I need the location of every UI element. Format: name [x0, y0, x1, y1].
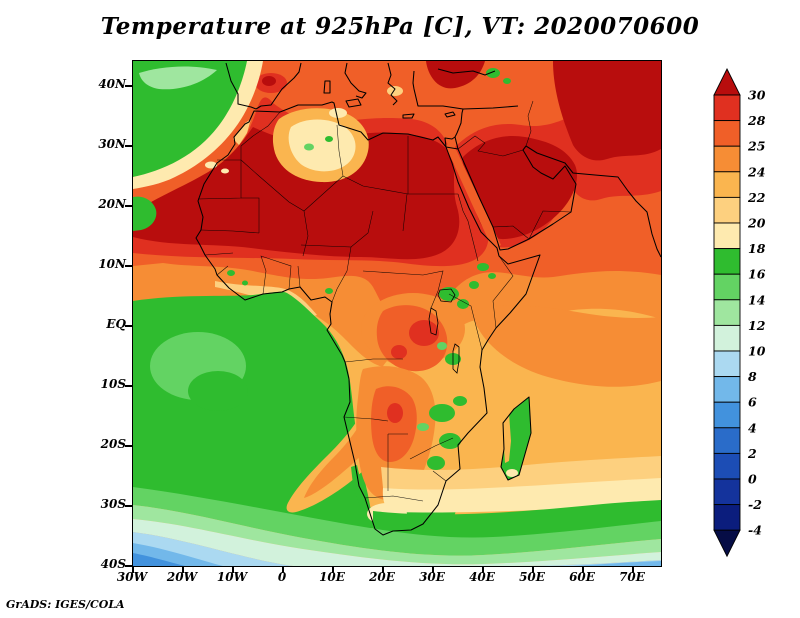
- lat-tick-mark: [125, 385, 132, 387]
- lat-tick-label: 10S: [100, 377, 126, 391]
- plot-title: Temperature at 925hPa [C], VT: 202007060…: [100, 13, 700, 40]
- colorbar-label: 16: [748, 267, 766, 282]
- lat-tick-mark: [125, 505, 132, 507]
- colorbar-cell: [713, 196, 741, 224]
- lat-tick-label: 30N: [98, 137, 126, 151]
- lon-tick-label: 30W: [116, 570, 148, 584]
- colorbar-cell: [713, 145, 741, 173]
- lat-tick-label: 40S: [100, 557, 126, 571]
- colorbar-cell: [713, 171, 741, 198]
- colorbar-label: 8: [748, 369, 757, 384]
- colorbar-cell: [713, 504, 741, 531]
- lat-tick-mark: [125, 565, 132, 567]
- lat-tick-label: 20N: [98, 197, 126, 211]
- lon-tick-label: 0: [277, 570, 287, 584]
- colorbar-cell: [713, 273, 741, 301]
- colorbar-label: 12: [748, 318, 766, 333]
- lat-tick-mark: [125, 445, 132, 447]
- colorbar-arrow-top: [713, 68, 741, 96]
- africa-temperature-map: [133, 61, 661, 566]
- colorbar-label: 18: [748, 241, 766, 256]
- colorbar-cell: [713, 120, 741, 147]
- colorbar-arrow-bottom: [713, 529, 741, 558]
- colorbar-cell: [713, 248, 741, 275]
- lat-tick-mark: [125, 205, 132, 207]
- lat-tick-mark: [125, 85, 132, 87]
- colorbar-label: 6: [748, 395, 757, 410]
- lon-tick-mark: [582, 566, 584, 573]
- lat-tick-label: 40N: [98, 77, 126, 91]
- colorbar-label: 24: [747, 164, 765, 179]
- lon-tick-mark: [482, 566, 484, 573]
- colorbar-cell: [713, 324, 741, 352]
- lon-tick-label: 10E: [319, 570, 345, 584]
- lat-tick-label: 30S: [100, 497, 126, 511]
- colorbar-label: 4: [748, 420, 757, 435]
- lat-tick-label: 20S: [100, 437, 126, 451]
- colorbar-label: 30: [748, 88, 766, 103]
- colorbar-label: -4: [748, 523, 762, 538]
- map-frame: [132, 60, 662, 567]
- lon-tick-mark: [332, 566, 334, 573]
- colorbar-label: 25: [747, 139, 765, 154]
- lon-tick-label: 30E: [419, 570, 445, 584]
- lon-tick-label: 10W: [216, 570, 248, 584]
- country-borders: [197, 100, 572, 502]
- lon-tick-label: 20W: [166, 570, 198, 584]
- colorbar-label: -2: [748, 497, 762, 512]
- lon-tick-mark: [132, 566, 134, 573]
- lon-tick-mark: [382, 566, 384, 573]
- lon-tick-label: 40E: [469, 570, 495, 584]
- lon-tick-mark: [432, 566, 434, 573]
- colorbar-cell: [713, 452, 741, 480]
- lon-tick-label: 60E: [569, 570, 595, 584]
- colorbar-cell: [713, 478, 741, 506]
- lat-tick-label: EQ: [106, 317, 126, 331]
- colorbar-cell: [713, 376, 741, 403]
- lon-tick-label: 20E: [369, 570, 395, 584]
- colorbar-cell: [713, 299, 741, 326]
- colorbar-cell: [713, 222, 741, 250]
- lon-tick-label: 50E: [519, 570, 545, 584]
- lat-tick-mark: [125, 265, 132, 267]
- coastlines: [195, 62, 661, 536]
- colorbar-label: 2: [747, 446, 757, 461]
- colorbar-label: 10: [748, 344, 766, 359]
- lat-tick-mark: [125, 145, 132, 147]
- lon-tick-mark: [632, 566, 634, 573]
- colorbar-label: 22: [747, 190, 766, 205]
- colorbar-label: 0: [748, 472, 757, 487]
- lakes: [428, 288, 460, 374]
- lon-tick-mark: [532, 566, 534, 573]
- colorbar-label: 28: [747, 113, 766, 128]
- lat-tick-label: 10N: [98, 257, 126, 271]
- colorbar-cell: [713, 401, 741, 429]
- colorbar-label: 20: [747, 216, 766, 231]
- lon-tick-label: 70E: [619, 570, 645, 584]
- colorbar-label: 14: [748, 292, 765, 307]
- lat-tick-mark: [125, 325, 132, 327]
- colorbar-cell: [713, 427, 741, 454]
- colorbar-cell: [713, 94, 741, 122]
- lon-tick-mark: [232, 566, 234, 573]
- temperature-field: [133, 61, 661, 566]
- grads-credit: GrADS: IGES/COLA: [6, 598, 125, 611]
- lon-tick-mark: [182, 566, 184, 573]
- colorbar-cell: [713, 350, 741, 378]
- lon-tick-mark: [282, 566, 284, 573]
